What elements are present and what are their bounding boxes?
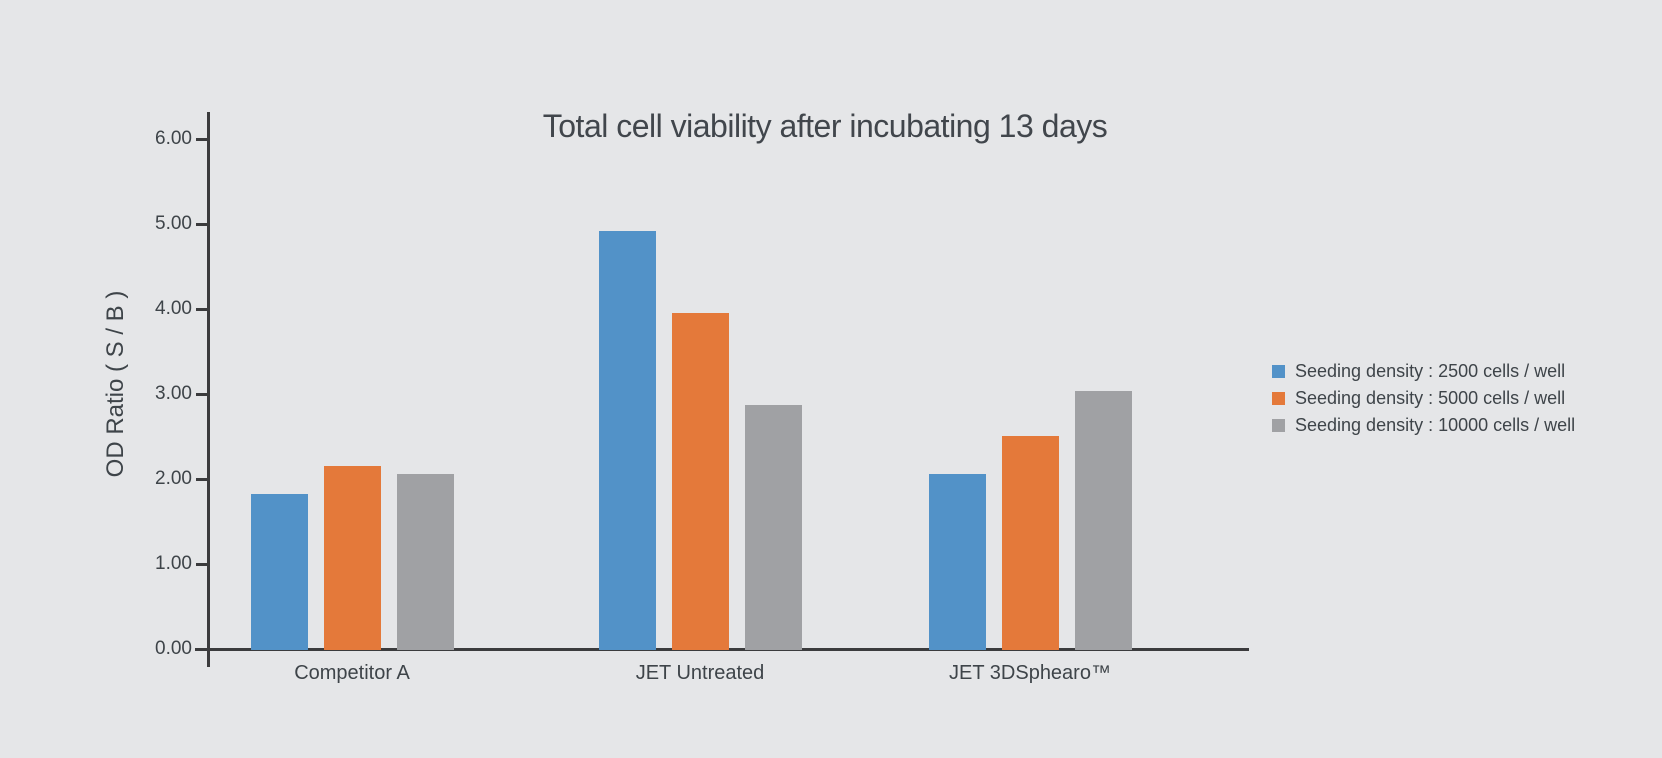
y-axis-tick-label: 5.00	[155, 213, 192, 234]
bar-2-cat-2	[1074, 390, 1132, 650]
y-axis-tick	[196, 138, 210, 141]
y-axis-tick-label: 1.00	[155, 553, 192, 574]
y-axis-line	[207, 112, 210, 667]
legend-item: Seeding density : 5000 cells / well	[1272, 385, 1575, 412]
legend-item: Seeding density : 2500 cells / well	[1272, 358, 1575, 385]
legend-swatch-icon	[1272, 419, 1285, 432]
bar-0-cat-1	[598, 230, 656, 650]
y-axis-tick-label: 0.00	[155, 638, 192, 659]
y-axis-tick-label: 2.00	[155, 468, 192, 489]
legend-label: Seeding density : 10000 cells / well	[1295, 415, 1576, 435]
legend-swatch-icon	[1272, 392, 1285, 405]
x-category-label: JET Untreated	[635, 662, 765, 684]
legend: Seeding density : 2500 cells / well Seed…	[1272, 358, 1575, 439]
x-category-label: Competitor A	[294, 662, 410, 684]
legend-label: Seeding density : 2500 cells / well	[1295, 361, 1566, 381]
legend-swatch-icon	[1272, 365, 1285, 378]
y-axis-tick-label: 6.00	[155, 128, 192, 149]
y-axis-tick	[196, 563, 210, 566]
y-axis-tick-label: 4.00	[155, 298, 192, 319]
bar-1-cat-2	[1001, 435, 1059, 650]
y-axis-tick	[196, 478, 210, 481]
y-axis-tick	[196, 223, 210, 226]
y-axis-tick	[196, 648, 210, 651]
bar-1-cat-1	[671, 312, 729, 650]
chart-title: Total cell viability after incubating 13…	[542, 108, 1108, 144]
bar-1-cat-0	[323, 465, 381, 650]
y-axis-tick	[196, 393, 210, 396]
bar-0-cat-2	[928, 474, 986, 650]
x-category-label: JET 3DSphearo™	[949, 662, 1111, 684]
bar-0-cat-0	[250, 494, 308, 650]
y-axis-tick-label: 3.00	[155, 383, 192, 404]
bar-2-cat-1	[744, 405, 802, 650]
y-axis-tick	[196, 308, 210, 311]
legend-label: Seeding density : 5000 cells / well	[1295, 388, 1566, 408]
bar-2-cat-0	[396, 474, 454, 650]
legend-item: Seeding density : 10000 cells / well	[1272, 412, 1575, 439]
